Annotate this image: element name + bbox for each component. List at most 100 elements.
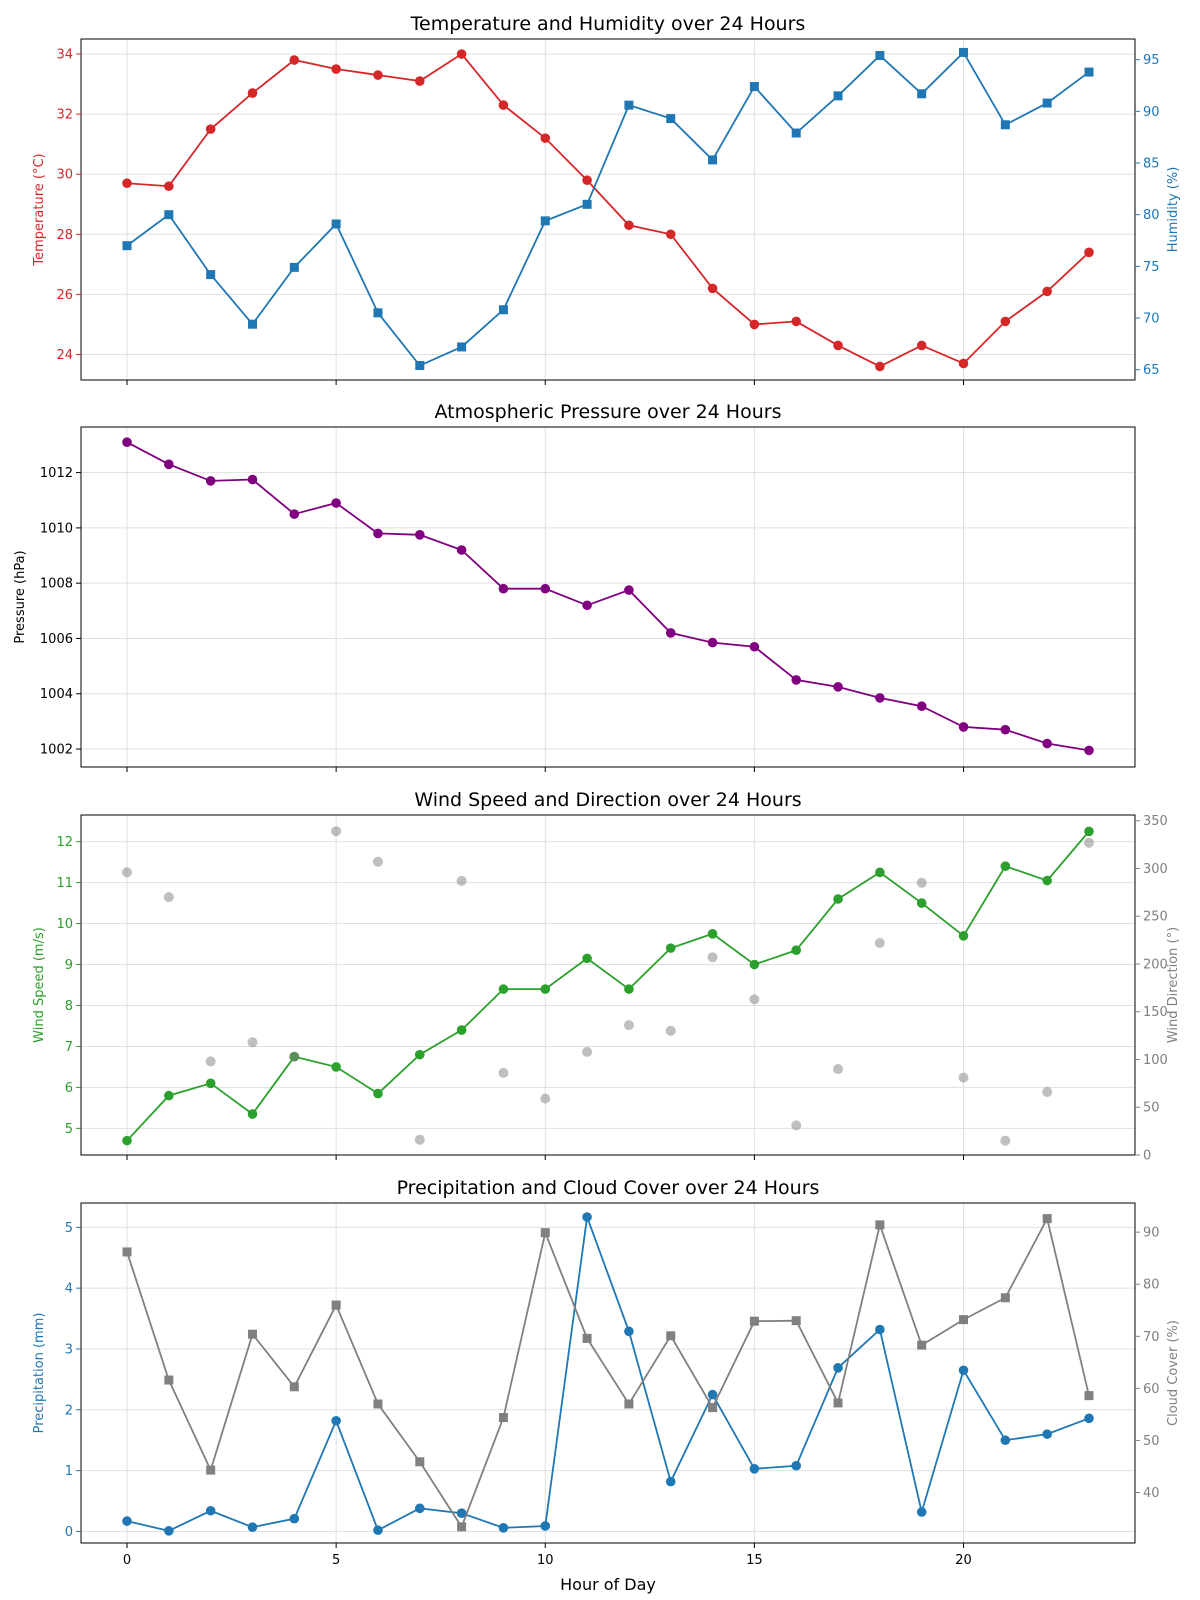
series-2 [122, 826, 1094, 1146]
data-point [1042, 738, 1052, 749]
data-point [875, 1324, 885, 1335]
panel-1: 24 26 28 30 32 34 Temperature (°C) 65 70 75 80 85 90… [32, 13, 1181, 385]
y-tick-label: 3 [65, 1342, 73, 1357]
x-tick-label: 5 [332, 1553, 340, 1568]
data-point [540, 1093, 551, 1104]
chart-title: Atmospheric Pressure over 24 Hours [435, 401, 782, 423]
y-tick-label: 1002 [40, 743, 73, 758]
data-point [833, 91, 843, 101]
y2-tick-label: 250 [1143, 910, 1168, 925]
data-point [1084, 247, 1094, 258]
data-point [498, 100, 509, 110]
data-point [1042, 1429, 1052, 1439]
y2-axis-label: Humidity (%) [1166, 167, 1181, 253]
plot-frame [80, 1202, 1136, 1544]
y2-tick-label: 70 [1143, 1330, 1160, 1345]
data-point [623, 1020, 634, 1031]
data-point [1042, 1214, 1052, 1224]
data-point [289, 55, 300, 65]
y2-tick-label: 100 [1143, 1053, 1168, 1068]
y2-tick-label: 95 [1143, 53, 1160, 68]
y-tick-label: 28 [56, 228, 73, 243]
data-point [164, 1526, 174, 1536]
plot-frame [80, 814, 1136, 1156]
data-point [164, 1090, 174, 1101]
data-point [916, 1507, 927, 1517]
data-point [1000, 724, 1011, 735]
data-point [331, 826, 342, 837]
data-point [122, 1135, 132, 1146]
y2-tick-label: 50 [1143, 1434, 1160, 1449]
data-point [456, 875, 467, 886]
data-point [791, 1460, 802, 1471]
y2-tick-label: 300 [1143, 862, 1168, 877]
y-tick-label: 24 [56, 348, 73, 363]
data-point [540, 984, 551, 994]
data-point [247, 319, 257, 329]
data-point [289, 262, 299, 272]
data-point [205, 1078, 216, 1089]
data-point [289, 1051, 300, 1062]
series-1 [122, 437, 1094, 756]
y-tick-label: 1 [65, 1464, 73, 1479]
data-point [1000, 120, 1010, 130]
data-point [875, 51, 885, 61]
y-tick-label: 9 [65, 958, 73, 973]
data-point [707, 928, 718, 939]
data-point [582, 1212, 592, 1222]
data-point [206, 1465, 216, 1475]
data-point [874, 937, 885, 948]
data-point [1084, 1391, 1094, 1401]
data-point [540, 583, 551, 594]
data-point [833, 682, 843, 692]
data-point [749, 1316, 759, 1326]
data-point [373, 1525, 383, 1536]
y2-tick-label: 80 [1143, 208, 1160, 223]
y2-tick-label: 50 [1143, 1101, 1160, 1116]
data-point [749, 1463, 760, 1474]
y-axis-label: Temperature (°C) [32, 153, 47, 266]
data-point [122, 437, 132, 448]
data-point [1000, 1293, 1010, 1303]
data-point [331, 1300, 341, 1310]
y-tick-label: 26 [56, 288, 73, 303]
data-point [247, 1522, 258, 1532]
y-tick-label: 6 [65, 1081, 73, 1096]
y-axis-label: Wind Speed (m/s) [32, 927, 47, 1043]
data-point [624, 984, 634, 994]
data-point [624, 100, 634, 110]
data-point [540, 216, 550, 226]
data-point [916, 898, 927, 908]
data-point [665, 943, 676, 953]
data-point [164, 181, 174, 192]
data-point [582, 175, 592, 186]
data-point [582, 953, 592, 964]
data-point [498, 1067, 509, 1078]
y2-tick-label: 200 [1143, 957, 1168, 972]
data-point [791, 675, 802, 685]
data-point [289, 1513, 300, 1524]
data-point [163, 892, 174, 903]
data-point [457, 1522, 467, 1532]
data-point [791, 128, 801, 138]
series-line [126, 441, 1090, 752]
data-point [247, 1037, 258, 1048]
data-point [247, 1109, 258, 1119]
y-tick-label: 1004 [40, 687, 73, 702]
data-point [456, 545, 467, 555]
y-tick-label: 10 [56, 917, 73, 932]
series-1 [122, 826, 1094, 1146]
data-point [833, 340, 843, 351]
data-point [164, 459, 174, 470]
data-point [331, 1062, 341, 1072]
data-point [289, 1382, 299, 1392]
data-point [122, 178, 132, 189]
data-point [707, 283, 718, 294]
data-point [1000, 1135, 1011, 1146]
data-point [791, 1316, 801, 1326]
series-2 [122, 1214, 1094, 1532]
data-point [749, 959, 760, 970]
y2-tick-label: 40 [1143, 1486, 1160, 1501]
series-2 [122, 47, 1094, 371]
plot-frame [80, 426, 1136, 768]
